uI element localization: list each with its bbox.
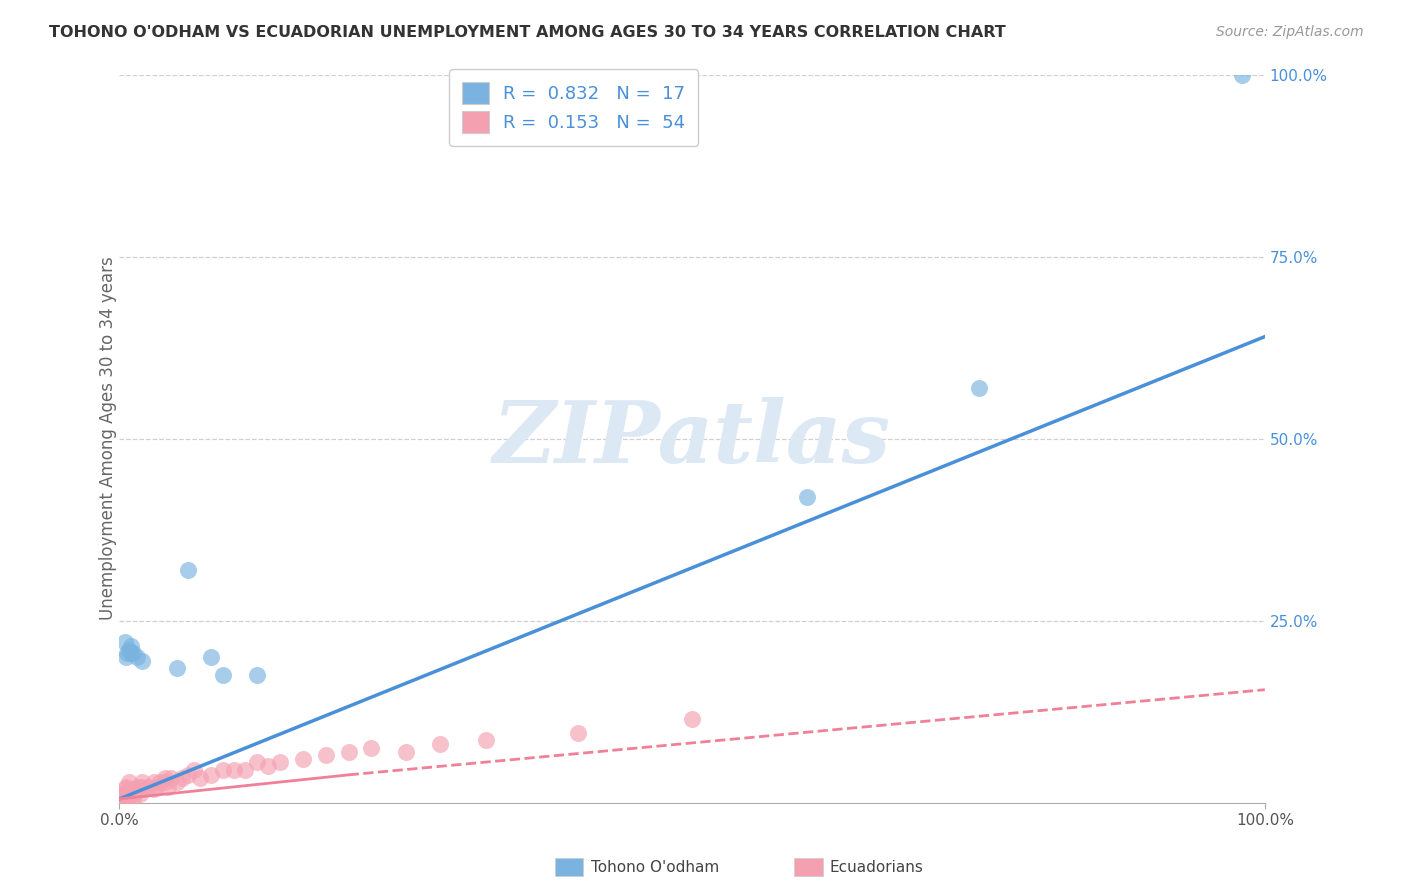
Point <box>269 756 291 770</box>
Point <box>796 490 818 504</box>
Point <box>125 782 148 797</box>
Point <box>120 787 142 801</box>
Point <box>117 642 139 657</box>
Point <box>111 791 134 805</box>
Point <box>120 782 142 797</box>
Point <box>1230 68 1253 82</box>
Point <box>127 780 149 794</box>
Point <box>200 649 222 664</box>
Point <box>360 740 382 755</box>
Point <box>111 789 134 803</box>
Point <box>183 764 205 778</box>
Point <box>115 780 138 794</box>
Point <box>177 768 200 782</box>
Point <box>156 780 179 794</box>
Point <box>166 661 188 675</box>
Text: Source: ZipAtlas.com: Source: ZipAtlas.com <box>1216 25 1364 39</box>
Point <box>122 791 145 805</box>
Legend: R =  0.832   N =  17, R =  0.153   N =  54: R = 0.832 N = 17, R = 0.153 N = 54 <box>449 69 699 145</box>
Point <box>117 775 139 789</box>
Point <box>142 775 165 789</box>
Point <box>257 759 280 773</box>
Point <box>235 764 257 778</box>
Point <box>134 782 156 797</box>
Point <box>211 668 233 682</box>
Point <box>117 787 139 801</box>
Point <box>337 745 360 759</box>
Point <box>131 780 153 794</box>
Point <box>967 380 990 394</box>
Point <box>166 775 188 789</box>
Text: TOHONO O'ODHAM VS ECUADORIAN UNEMPLOYMENT AMONG AGES 30 TO 34 YEARS CORRELATION : TOHONO O'ODHAM VS ECUADORIAN UNEMPLOYMEN… <box>49 25 1005 40</box>
Point <box>200 768 222 782</box>
Point <box>120 639 142 653</box>
Point <box>567 726 589 740</box>
Point <box>246 668 269 682</box>
Point <box>155 775 177 789</box>
Point <box>124 782 146 797</box>
Point <box>395 745 418 759</box>
Point <box>177 563 200 577</box>
Point <box>112 787 135 801</box>
Point <box>475 733 498 747</box>
Point <box>246 756 269 770</box>
Point <box>429 737 451 751</box>
Point <box>155 771 177 785</box>
Y-axis label: Unemployment Among Ages 30 to 34 years: Unemployment Among Ages 30 to 34 years <box>100 257 117 621</box>
Point <box>125 649 148 664</box>
Point <box>315 748 337 763</box>
Point <box>114 782 136 797</box>
Point <box>129 787 152 801</box>
Point <box>160 771 183 785</box>
Point <box>115 791 138 805</box>
Point <box>117 787 139 801</box>
Point <box>148 775 170 789</box>
Point <box>145 780 167 794</box>
Text: ZIPatlas: ZIPatlas <box>494 397 891 480</box>
Point <box>172 771 194 785</box>
Point <box>120 646 142 660</box>
Point <box>142 782 165 797</box>
Point <box>136 780 159 794</box>
Point <box>131 654 153 668</box>
Point <box>114 787 136 801</box>
Point <box>115 649 138 664</box>
Point <box>114 635 136 649</box>
Point <box>681 712 703 726</box>
Point <box>122 646 145 660</box>
Point <box>211 764 233 778</box>
Text: Tohono O'odham: Tohono O'odham <box>591 860 718 874</box>
Text: Ecuadorians: Ecuadorians <box>830 860 924 874</box>
Point <box>118 785 141 799</box>
Point <box>291 752 314 766</box>
Point <box>108 787 131 801</box>
Point <box>131 775 153 789</box>
Point <box>222 764 245 778</box>
Point <box>188 771 211 785</box>
Point <box>117 646 139 660</box>
Point <box>124 787 146 801</box>
Point <box>121 787 143 801</box>
